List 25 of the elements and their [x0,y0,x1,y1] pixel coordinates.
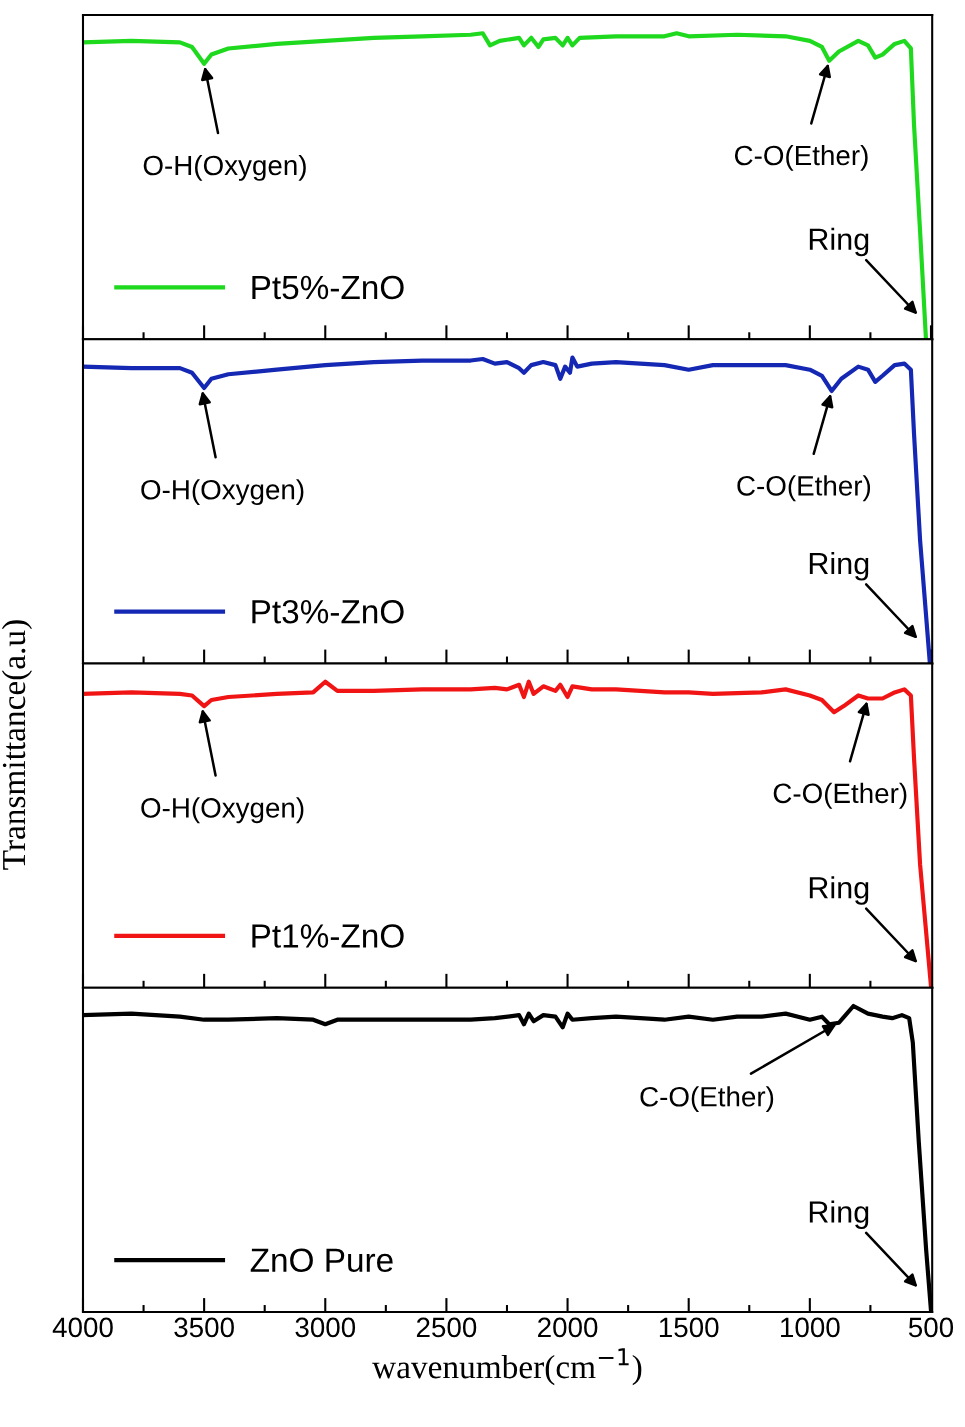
x-tick-label: 2000 [538,1317,598,1338]
annotation: O-H(Oxygen) [141,479,304,506]
x-tick-label: 1000 [781,1317,840,1338]
x-tick-label: 1500 [659,1317,719,1338]
x-tick-label: 3500 [174,1317,234,1338]
legend-label: Pt3%-ZnO [252,599,404,624]
annotation: O-H(Oxygen) [143,154,306,181]
legend-label: Pt1%-ZnO [252,924,404,948]
annotation: C-O(Ether) [640,1086,774,1113]
legend-label: ZnO Pure [250,1248,393,1273]
annotation: Ring [809,876,869,905]
x-tick-label: 4000 [52,1317,113,1338]
annotation: Ring [809,1200,869,1229]
legend-label: Pt5%-ZnO [252,275,404,300]
x-axis-title: wavenumber(cm$^{−1}$) [372,1348,642,1386]
annotation: C-O(Ether) [734,144,868,171]
annotation: Ring [809,551,869,581]
x-tick-label: 500 [908,1317,954,1338]
annotation: Ring [809,227,869,257]
annotation: C-O(Ether) [773,782,907,809]
y-axis-title: Transmittance(a.u) [1,620,33,870]
annotation: C-O(Ether) [737,475,871,502]
x-tick-label: 3000 [295,1317,356,1338]
annotation: O-H(Oxygen) [141,797,304,824]
x-tick-label: 2500 [416,1317,477,1338]
